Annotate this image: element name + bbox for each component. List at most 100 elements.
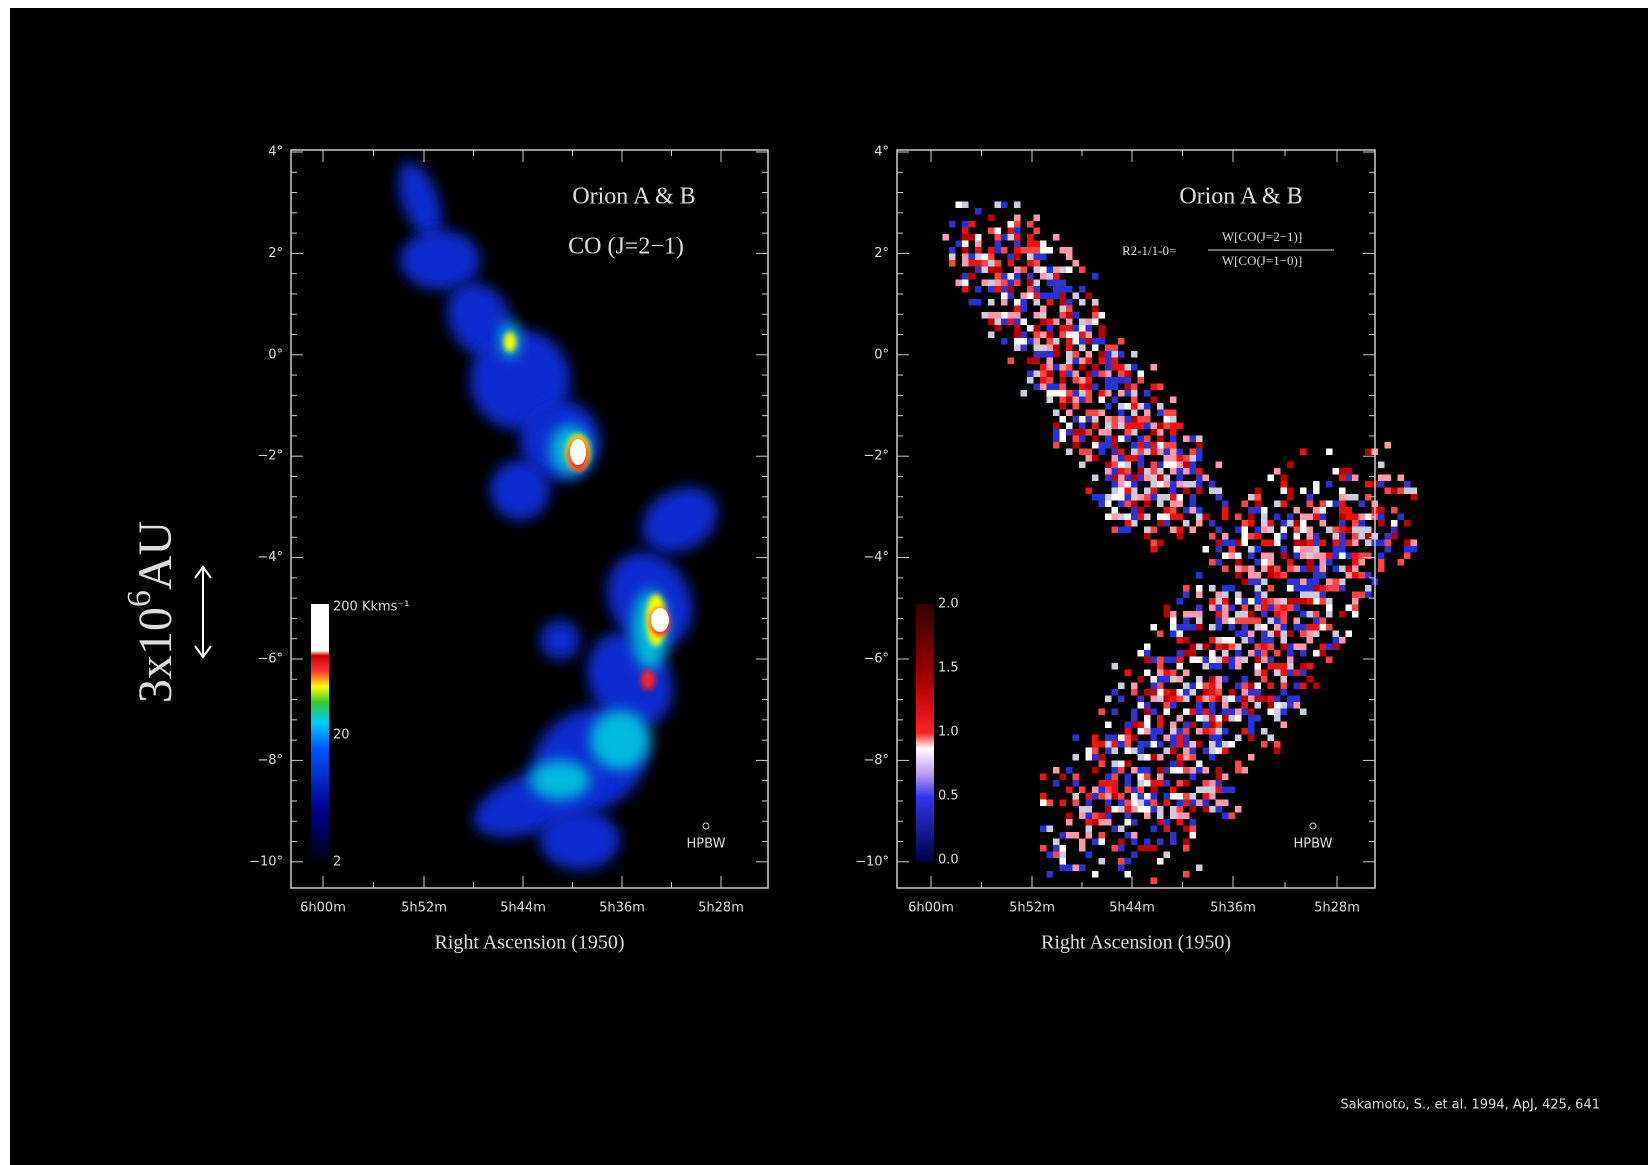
pixel xyxy=(1307,546,1314,553)
pixel xyxy=(1138,468,1145,475)
pixel xyxy=(1144,501,1151,508)
pixel xyxy=(1235,592,1242,599)
pixel xyxy=(1261,553,1268,560)
pixel xyxy=(1300,488,1307,495)
pixel xyxy=(1060,280,1067,287)
pixel xyxy=(1138,449,1145,456)
pixel xyxy=(1021,319,1028,326)
pixel xyxy=(1092,306,1099,313)
pixel xyxy=(1125,761,1132,768)
pixel xyxy=(1287,650,1294,657)
pixel xyxy=(1144,728,1151,735)
pixel xyxy=(1053,293,1060,300)
pixel xyxy=(1170,722,1177,729)
pixel xyxy=(1235,709,1242,716)
pixel xyxy=(1112,514,1119,521)
pixel xyxy=(1216,657,1223,664)
pixel xyxy=(995,241,1002,248)
pixel xyxy=(1021,293,1028,300)
pixel xyxy=(1138,741,1145,748)
pixel xyxy=(1164,676,1171,683)
pixel xyxy=(1144,423,1151,430)
pixel xyxy=(1092,819,1099,826)
pixel xyxy=(1066,332,1073,339)
pixel xyxy=(1177,462,1184,469)
pixel xyxy=(1261,507,1268,514)
pixel xyxy=(1235,715,1242,722)
pixel xyxy=(1183,468,1190,475)
pixel xyxy=(1060,312,1067,319)
pixel xyxy=(1144,767,1151,774)
pixel xyxy=(1313,546,1320,553)
pixel xyxy=(1151,689,1158,696)
pixel xyxy=(1287,520,1294,527)
pixel xyxy=(1177,735,1184,742)
pixel xyxy=(1222,540,1229,547)
pixel xyxy=(1190,754,1197,761)
pixel xyxy=(1164,611,1171,618)
pixel xyxy=(1294,670,1301,677)
emission xyxy=(651,608,669,632)
pixel xyxy=(1131,455,1138,462)
pixel xyxy=(1170,514,1177,521)
pixel xyxy=(1222,592,1229,599)
pixel xyxy=(1235,631,1242,638)
pixel xyxy=(1235,566,1242,573)
pixel xyxy=(1203,683,1210,690)
pixel xyxy=(1261,592,1268,599)
pixel xyxy=(1255,702,1262,709)
pixel xyxy=(1307,585,1314,592)
pixel xyxy=(1170,787,1177,794)
pixel xyxy=(1157,442,1164,449)
pixel xyxy=(1359,520,1366,527)
pixel xyxy=(1274,611,1281,618)
pixel xyxy=(1209,650,1216,657)
pixel xyxy=(1047,364,1054,371)
slide: 3x106AU Sakamoto, S., et al. 1994, ApJ, … xyxy=(0,0,1648,1165)
pixel xyxy=(1209,787,1216,794)
pixel xyxy=(1190,709,1197,716)
pixel xyxy=(1131,481,1138,488)
pixel xyxy=(1255,501,1262,508)
pixel xyxy=(1040,254,1047,261)
pixel xyxy=(1268,663,1275,670)
pixel xyxy=(962,247,969,254)
pixel xyxy=(1261,631,1268,638)
pixel xyxy=(1170,832,1177,839)
pixel xyxy=(1333,468,1340,475)
pixel xyxy=(1060,293,1067,300)
pixel xyxy=(1183,845,1190,852)
pixel xyxy=(1125,462,1132,469)
pixel xyxy=(1014,306,1021,313)
pixel xyxy=(1060,397,1067,404)
pixel xyxy=(1105,735,1112,742)
pixel xyxy=(1209,728,1216,735)
pixel xyxy=(1053,384,1060,391)
pixel xyxy=(1079,377,1086,384)
pixel xyxy=(1118,527,1125,534)
pixel xyxy=(1112,663,1119,670)
pixel xyxy=(1320,624,1327,631)
pixel xyxy=(1313,553,1320,560)
pixel xyxy=(1170,689,1177,696)
pixel xyxy=(1352,611,1359,618)
pixel xyxy=(1079,397,1086,404)
pixel xyxy=(1281,488,1288,495)
x-tick-label: 5h52m xyxy=(1009,901,1055,916)
pixel xyxy=(1066,325,1073,332)
pixel xyxy=(1151,657,1158,664)
pixel xyxy=(1339,494,1346,501)
pixel xyxy=(1092,410,1099,417)
pixel xyxy=(1092,748,1099,755)
pixel xyxy=(1053,852,1060,859)
pixel xyxy=(1144,845,1151,852)
pixel xyxy=(1144,416,1151,423)
pixel xyxy=(1099,390,1106,397)
pixel xyxy=(1222,598,1229,605)
pixel xyxy=(1157,501,1164,508)
pixel xyxy=(1112,449,1119,456)
pixel xyxy=(1034,247,1041,254)
pixel xyxy=(1118,494,1125,501)
pixel xyxy=(1079,449,1086,456)
pixel xyxy=(1170,416,1177,423)
